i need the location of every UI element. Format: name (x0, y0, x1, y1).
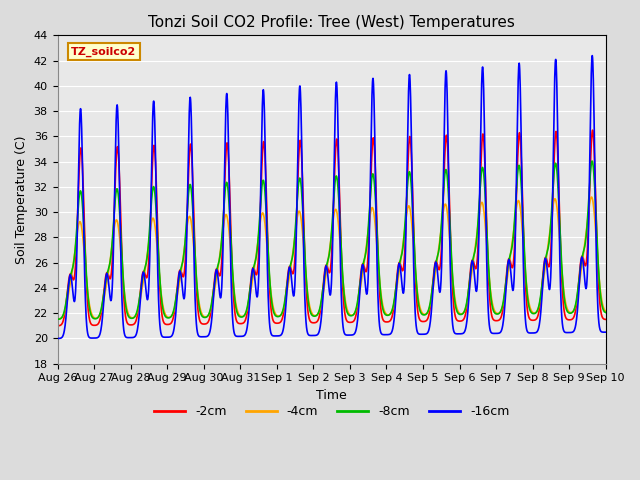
-8cm (204, 313, 211, 319)
-2cm (602, 316, 609, 322)
-8cm (588, 158, 596, 164)
-16cm (54, 336, 61, 341)
-2cm (495, 317, 502, 323)
-2cm (156, 284, 164, 289)
-16cm (602, 329, 609, 335)
Line: -2cm: -2cm (58, 130, 605, 326)
-16cm (156, 318, 163, 324)
-16cm (203, 334, 211, 339)
-16cm (394, 268, 402, 274)
-16cm (588, 53, 596, 59)
-8cm (337, 242, 345, 248)
Y-axis label: Soil Temperature (C): Soil Temperature (C) (15, 135, 28, 264)
-4cm (337, 253, 345, 259)
-2cm (578, 253, 586, 259)
Title: Tonzi Soil CO2 Profile: Tree (West) Temperatures: Tonzi Soil CO2 Profile: Tree (West) Temp… (148, 15, 515, 30)
-8cm (156, 275, 164, 281)
-2cm (204, 320, 211, 326)
-4cm (56, 316, 63, 322)
Line: -16cm: -16cm (58, 56, 605, 338)
Legend: -2cm, -4cm, -8cm, -16cm: -2cm, -4cm, -8cm, -16cm (149, 400, 515, 423)
-2cm (394, 264, 402, 269)
-4cm (588, 194, 595, 200)
-8cm (578, 255, 586, 261)
-2cm (54, 323, 61, 329)
X-axis label: Time: Time (316, 389, 347, 402)
-4cm (394, 276, 402, 281)
-2cm (54, 323, 61, 329)
Text: TZ_soilco2: TZ_soilco2 (71, 47, 136, 57)
-8cm (602, 310, 609, 315)
-2cm (337, 241, 345, 247)
-4cm (495, 311, 502, 316)
-8cm (54, 316, 62, 322)
-8cm (495, 311, 502, 317)
-8cm (394, 268, 402, 274)
-4cm (54, 315, 61, 321)
Line: -4cm: -4cm (58, 197, 605, 319)
Line: -8cm: -8cm (58, 161, 605, 319)
-4cm (602, 309, 609, 314)
-8cm (54, 316, 61, 322)
-4cm (578, 262, 586, 267)
-16cm (494, 330, 502, 336)
-4cm (204, 313, 211, 319)
-4cm (156, 277, 164, 283)
-16cm (337, 274, 344, 280)
-2cm (589, 127, 596, 133)
-16cm (578, 255, 586, 261)
